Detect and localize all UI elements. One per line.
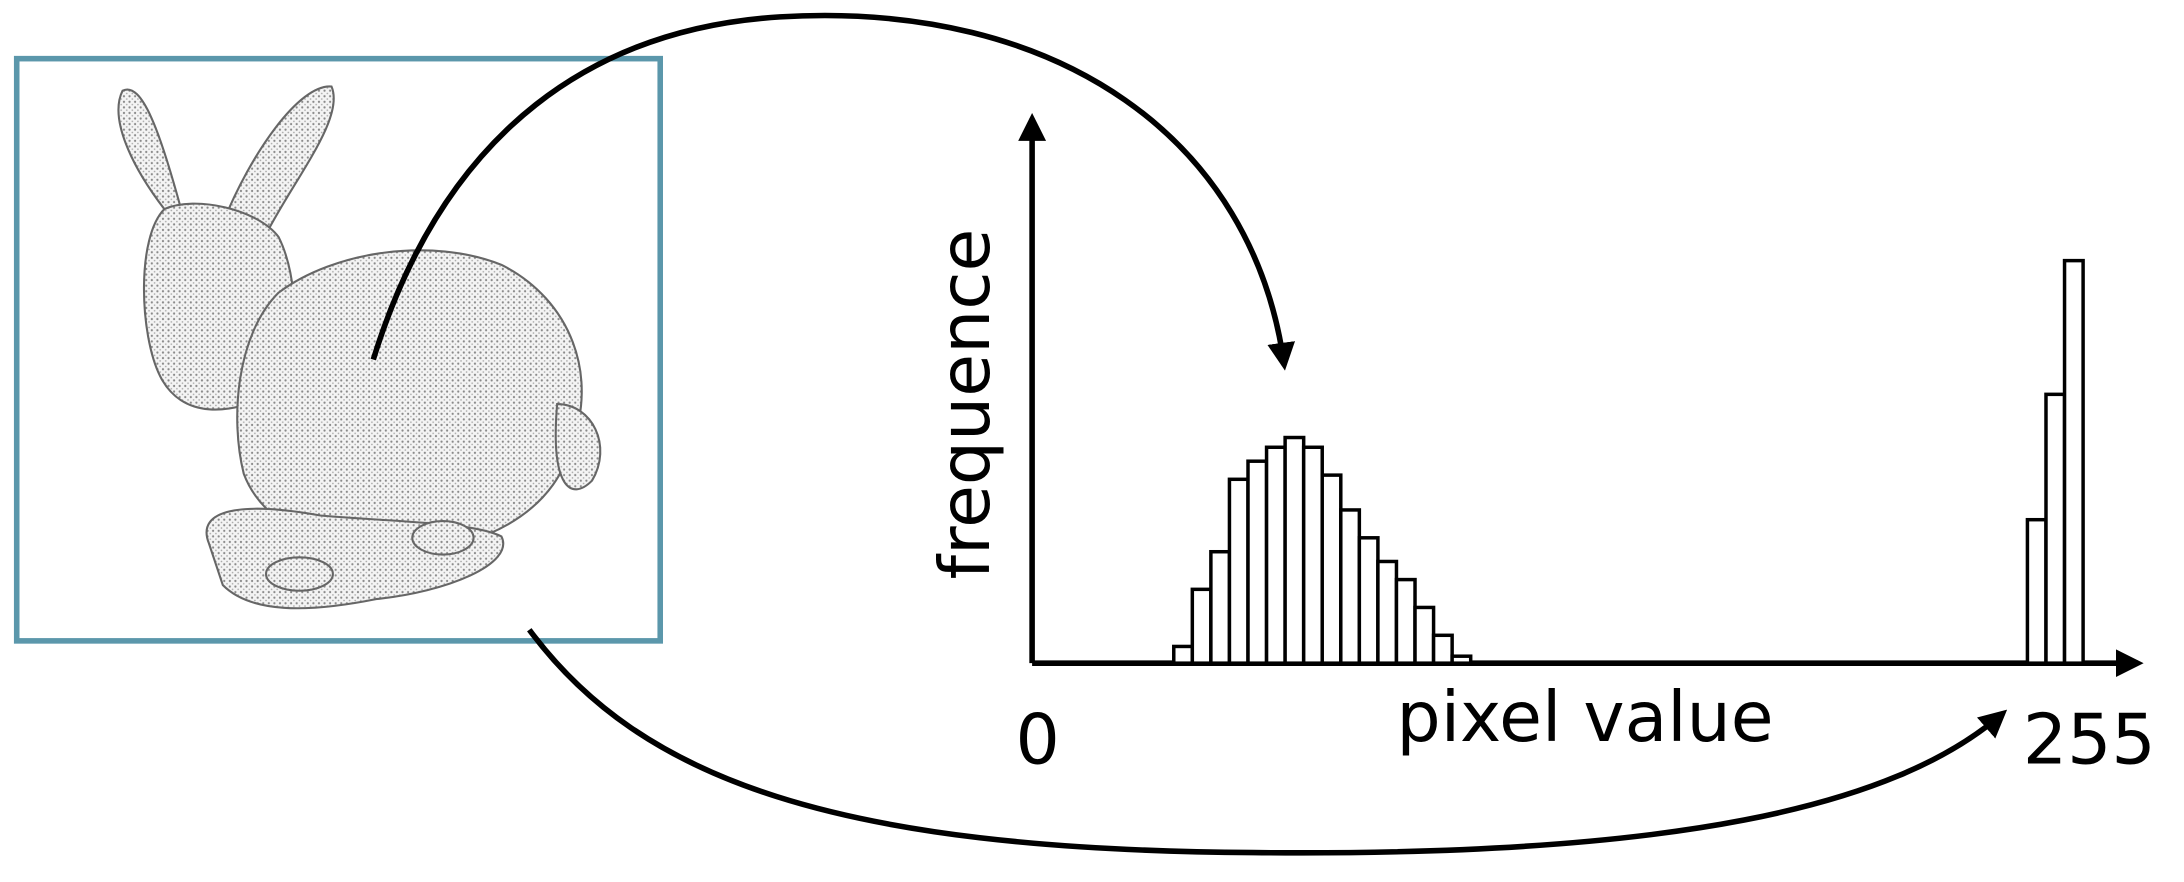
- x-tick-label: 255: [2023, 699, 2156, 780]
- bar: [1227, 477, 1250, 665]
- bunny: [117, 85, 602, 610]
- bar: [1246, 459, 1269, 665]
- bar: [2044, 392, 2067, 665]
- bar: [1339, 508, 1362, 665]
- bar: [1320, 473, 1343, 665]
- histogram: [1172, 258, 2085, 665]
- bar: [1283, 435, 1306, 665]
- bar: [1301, 445, 1324, 665]
- arrow-body: [370, 12, 1295, 371]
- arrow-background: [527, 628, 2008, 856]
- x-tick-label: 0: [1016, 699, 1060, 780]
- bar: [1209, 549, 1232, 665]
- bar: [2025, 517, 2048, 665]
- bar: [1394, 577, 1417, 665]
- bar: [1450, 654, 1473, 665]
- bar: [1431, 633, 1454, 665]
- bar: [1376, 559, 1399, 665]
- bar: [1172, 644, 1195, 665]
- bar: [2062, 258, 2085, 665]
- bar: [1190, 587, 1213, 665]
- y-axis-label: frequence: [925, 229, 1006, 580]
- bar: [1413, 605, 1436, 665]
- x-axis-label: pixel value: [1397, 677, 1774, 758]
- bar: [1264, 445, 1287, 665]
- bar: [1357, 536, 1380, 665]
